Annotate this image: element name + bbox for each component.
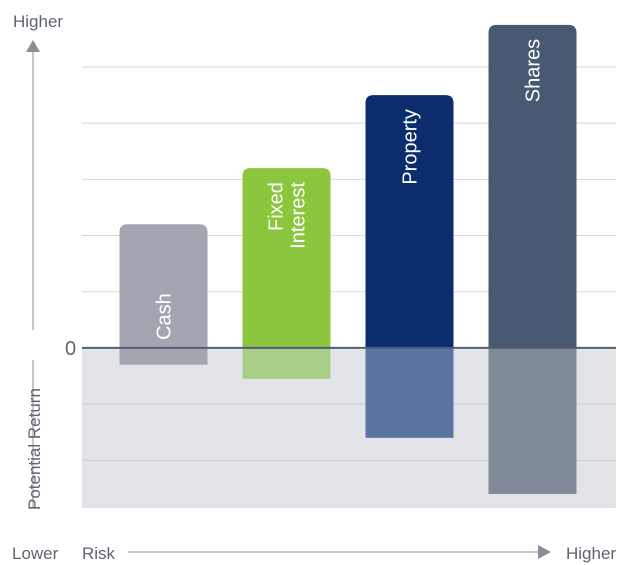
bar-label-line: Fixed (266, 182, 288, 231)
bar-negative (119, 347, 208, 365)
bar-label-line: Cash (154, 293, 176, 340)
y-axis-title: Potential Return (25, 388, 44, 510)
y-axis-arrowhead (26, 40, 40, 52)
bar-label-line: Property (400, 109, 422, 185)
bar-label-line: Interest (288, 182, 310, 249)
bar-positive (119, 224, 208, 348)
y-axis-top-label: Higher (13, 12, 63, 31)
bar-label: Fixed Interest (266, 182, 310, 249)
x-axis-left-label: Lower (12, 544, 59, 563)
x-axis-arrowhead (538, 545, 551, 559)
bar-label: Cash (154, 293, 176, 340)
bar-negative (242, 347, 331, 379)
bar-label: Property (400, 109, 422, 185)
bar-negative (365, 347, 454, 438)
bar-label-line: Shares (523, 39, 545, 102)
bar-positive (488, 24, 577, 348)
x-axis-right-label: Higher (566, 544, 616, 563)
x-axis-title: Risk (82, 544, 116, 563)
bar-positive (242, 168, 331, 348)
bar-label: Shares (523, 39, 545, 102)
zero-label: 0 (65, 338, 76, 360)
bar-positive (365, 95, 454, 348)
bar-negative (488, 347, 577, 494)
